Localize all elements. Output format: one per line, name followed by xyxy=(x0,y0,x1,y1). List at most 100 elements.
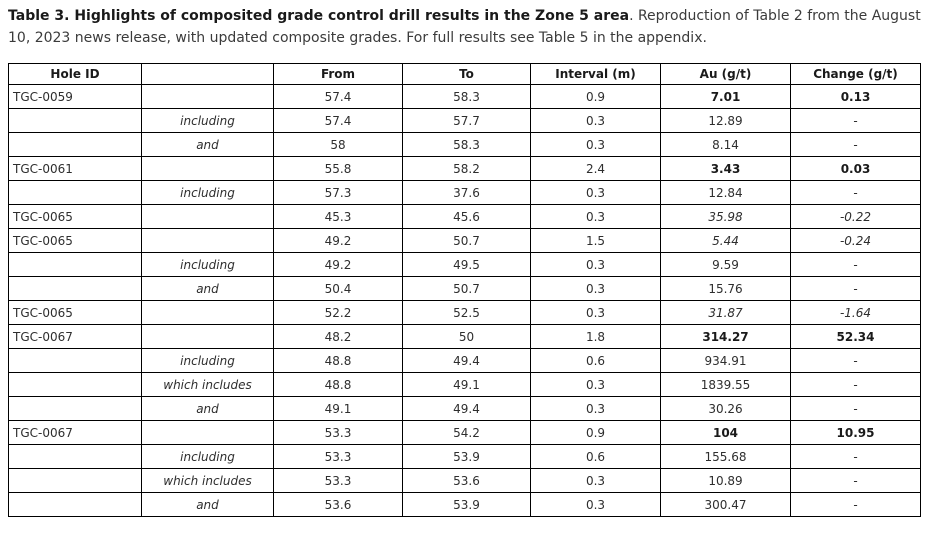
interval-cell: 0.3 xyxy=(530,132,661,157)
interval-cell: 0.6 xyxy=(530,348,661,373)
hole-id-cell: TGC-0059 xyxy=(8,84,142,109)
change-cell: -0.22 xyxy=(790,204,921,229)
au-cell: 104 xyxy=(660,420,791,445)
change-cell: 0.03 xyxy=(790,156,921,181)
change-cell: - xyxy=(790,252,921,277)
interval-cell: 0.3 xyxy=(530,468,661,493)
au-cell: 300.47 xyxy=(660,492,791,517)
table-row: and 58 58.3 0.3 8.14- xyxy=(8,132,921,157)
table-row: TGC-0065 45.3 45.6 0.3 35.98 -0.22 xyxy=(8,204,921,229)
au-cell: 155.68 xyxy=(660,444,791,469)
interval-cell: 0.3 xyxy=(530,396,661,421)
change-cell: -0.24 xyxy=(790,228,921,253)
from-cell: 49.2 xyxy=(273,228,403,253)
header-to: To xyxy=(402,63,531,85)
table-row: including 48.8 49.4 0.6 934.91- xyxy=(8,348,921,373)
interval-cell: 0.3 xyxy=(530,492,661,517)
to-cell: 52.5 xyxy=(402,300,531,325)
hole-id-cell: TGC-0065 xyxy=(8,204,142,229)
au-cell: 1839.55 xyxy=(660,372,791,397)
table-row: and 49.1 49.4 0.3 30.26- xyxy=(8,396,921,421)
table-row: which includes 53.3 53.6 0.3 10.89- xyxy=(8,468,921,493)
header-au: Au (g/t) xyxy=(660,63,791,85)
qualifier-cell: including xyxy=(141,108,274,133)
to-cell: 53.6 xyxy=(402,468,531,493)
from-cell: 53.3 xyxy=(273,420,403,445)
to-cell: 45.6 xyxy=(402,204,531,229)
interval-cell: 0.3 xyxy=(530,108,661,133)
change-cell: - xyxy=(790,468,921,493)
qualifier-cell: which includes xyxy=(141,372,274,397)
au-cell: 5.44 xyxy=(660,228,791,253)
change-cell: - xyxy=(790,372,921,397)
au-cell: 3.43 xyxy=(660,156,791,181)
from-cell: 49.1 xyxy=(273,396,403,421)
change-cell: -1.64 xyxy=(790,300,921,325)
table-row: TGC-0065 52.2 52.5 0.3 31.87 -1.64 xyxy=(8,300,921,325)
from-cell: 45.3 xyxy=(273,204,403,229)
qualifier-cell: including xyxy=(141,252,274,277)
header-row: Hole ID From To Interval (m) Au (g/t) Ch… xyxy=(8,63,921,85)
table-row: TGC-0067 48.2 50 1.8 314.27 52.34 xyxy=(8,324,921,349)
change-cell: - xyxy=(790,180,921,205)
from-cell: 55.8 xyxy=(273,156,403,181)
interval-cell: 1.5 xyxy=(530,228,661,253)
hole-id-cell xyxy=(8,348,142,373)
qualifier-cell: and xyxy=(141,396,274,421)
qualifier-cell xyxy=(141,324,274,349)
from-cell: 57.4 xyxy=(273,108,403,133)
change-cell: 0.13 xyxy=(790,84,921,109)
header-hole-id: Hole ID xyxy=(8,63,142,85)
from-cell: 52.2 xyxy=(273,300,403,325)
from-cell: 53.3 xyxy=(273,468,403,493)
interval-cell: 0.3 xyxy=(530,204,661,229)
from-cell: 53.3 xyxy=(273,444,403,469)
change-cell: - xyxy=(790,132,921,157)
header-change: Change (g/t) xyxy=(790,63,921,85)
table-row: TGC-0065 49.2 50.7 1.5 5.44 -0.24 xyxy=(8,228,921,253)
au-cell: 934.91 xyxy=(660,348,791,373)
qualifier-cell: and xyxy=(141,276,274,301)
from-cell: 57.3 xyxy=(273,180,403,205)
au-cell: 314.27 xyxy=(660,324,791,349)
change-cell: 52.34 xyxy=(790,324,921,349)
au-cell: 9.59 xyxy=(660,252,791,277)
au-cell: 8.14 xyxy=(660,132,791,157)
table-row: including 57.3 37.6 0.3 12.84- xyxy=(8,180,921,205)
hole-id-cell xyxy=(8,108,142,133)
qualifier-cell xyxy=(141,300,274,325)
qualifier-cell: and xyxy=(141,492,274,517)
interval-cell: 0.6 xyxy=(530,444,661,469)
change-cell: - xyxy=(790,276,921,301)
to-cell: 50.7 xyxy=(402,228,531,253)
change-cell: 10.95 xyxy=(790,420,921,445)
from-cell: 50.4 xyxy=(273,276,403,301)
qualifier-cell xyxy=(141,156,274,181)
interval-cell: 0.3 xyxy=(530,252,661,277)
to-cell: 57.7 xyxy=(402,108,531,133)
to-cell: 58.2 xyxy=(402,156,531,181)
header-qualifier xyxy=(141,63,274,85)
qualifier-cell xyxy=(141,228,274,253)
to-cell: 53.9 xyxy=(402,444,531,469)
hole-id-cell: TGC-0065 xyxy=(8,228,142,253)
hole-id-cell xyxy=(8,372,142,397)
table-row: and 53.6 53.9 0.3 300.47- xyxy=(8,492,921,517)
to-cell: 49.4 xyxy=(402,348,531,373)
change-cell: - xyxy=(790,444,921,469)
from-cell: 53.6 xyxy=(273,492,403,517)
au-cell: 15.76 xyxy=(660,276,791,301)
interval-cell: 0.9 xyxy=(530,420,661,445)
from-cell: 49.2 xyxy=(273,252,403,277)
hole-id-cell: TGC-0067 xyxy=(8,324,142,349)
to-cell: 49.4 xyxy=(402,396,531,421)
hole-id-cell: TGC-0061 xyxy=(8,156,142,181)
au-cell: 7.01 xyxy=(660,84,791,109)
to-cell: 50.7 xyxy=(402,276,531,301)
qualifier-cell: including xyxy=(141,348,274,373)
hole-id-cell xyxy=(8,252,142,277)
au-cell: 12.89 xyxy=(660,108,791,133)
hole-id-cell xyxy=(8,468,142,493)
interval-cell: 1.8 xyxy=(530,324,661,349)
au-cell: 31.87 xyxy=(660,300,791,325)
